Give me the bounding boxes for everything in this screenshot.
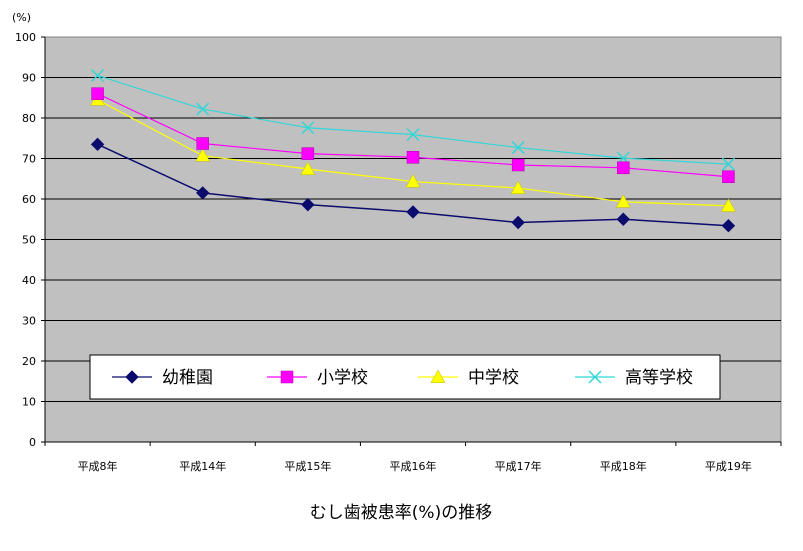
x-marker-stroke <box>196 102 210 116</box>
legend-label: 幼稚園 <box>162 368 213 388</box>
data-point-square <box>511 158 525 172</box>
data-point-diamond <box>406 205 420 219</box>
y-tick-label: 10 <box>22 396 36 409</box>
legend-label: 高等学校 <box>625 368 693 388</box>
data-point-diamond <box>511 215 525 230</box>
x-tick-label: 平成14年 <box>179 459 226 473</box>
x-tick-label: 平成18年 <box>600 459 647 473</box>
legend-item: 高等学校 <box>575 368 693 388</box>
legend-item: 幼稚園 <box>112 368 213 388</box>
data-point-square <box>301 147 315 160</box>
series-2 <box>91 87 735 183</box>
x-marker-stroke <box>588 370 602 384</box>
data-point-square <box>722 170 735 183</box>
data-point-x <box>196 102 210 116</box>
data-point-triangle <box>430 369 446 383</box>
data-point-square <box>280 370 294 384</box>
y-tick-label: 60 <box>22 193 36 206</box>
x-axis-title: むし歯被患率(%)の推移 <box>310 503 492 523</box>
legend-label: 中学校 <box>468 368 519 388</box>
x-tick-label: 平成19年 <box>705 459 752 473</box>
data-point-triangle <box>405 174 421 188</box>
x-axis: 平成8年 平成14年 平成15年 平成16年 平成17年 平成18年 平成19年 <box>44 441 782 473</box>
data-point-x <box>406 128 420 142</box>
data-point-x <box>588 370 602 384</box>
y-tick-label: 0 <box>29 436 36 449</box>
y-unit-label: (%) <box>12 11 31 24</box>
data-point-diamond <box>196 186 210 200</box>
x-marker-stroke <box>91 68 105 83</box>
x-tick-label: 平成17年 <box>495 459 542 473</box>
y-tick-label: 80 <box>22 112 36 125</box>
y-tick-label: 20 <box>22 355 36 368</box>
y-tick-label: 70 <box>22 153 36 166</box>
data-point-triangle <box>300 161 316 175</box>
x-tick-label: 平成8年 <box>78 459 118 473</box>
data-point-square <box>406 151 420 164</box>
data-point-diamond <box>301 197 315 212</box>
legend-item: 小学校 <box>267 368 368 388</box>
y-tick-label: 50 <box>22 234 36 247</box>
series-1 <box>90 137 736 233</box>
data-point-triangle <box>510 180 526 194</box>
data-point-x <box>91 68 105 83</box>
data-point-x <box>511 141 525 155</box>
data-point-triangle <box>615 194 631 208</box>
data-point-diamond <box>90 137 105 152</box>
x-marker-stroke <box>406 128 420 142</box>
data-point-square <box>617 161 630 175</box>
data-point-x <box>301 121 315 135</box>
x-marker-stroke <box>301 121 315 135</box>
x-tick-label: 平成16年 <box>390 459 437 473</box>
data-point-diamond <box>125 370 139 384</box>
data-point-diamond <box>616 212 630 226</box>
x-tick-label: 平成15年 <box>284 459 331 473</box>
y-tick-label: 100 <box>15 31 36 44</box>
y-tick-label: 90 <box>22 72 36 85</box>
legend-label: 小学校 <box>317 368 368 388</box>
data-point-x <box>721 157 735 171</box>
data-point-triangle <box>721 198 736 212</box>
data-point-square <box>91 87 104 100</box>
data-point-square <box>196 137 209 150</box>
y-axis: 0 10 20 30 40 50 60 70 80 90 100 <box>15 31 46 449</box>
series-layer <box>90 68 736 233</box>
legend: 幼稚園 小学校 中学校 高等学校 <box>89 354 721 400</box>
legend-item: 中学校 <box>418 368 519 388</box>
x-marker-stroke <box>511 141 525 155</box>
y-tick-label: 40 <box>22 274 36 287</box>
series-4 <box>91 68 735 171</box>
x-marker-stroke <box>721 157 735 171</box>
data-point-diamond <box>721 219 736 233</box>
data-point-triangle <box>195 148 211 162</box>
y-tick-label: 30 <box>22 315 36 328</box>
